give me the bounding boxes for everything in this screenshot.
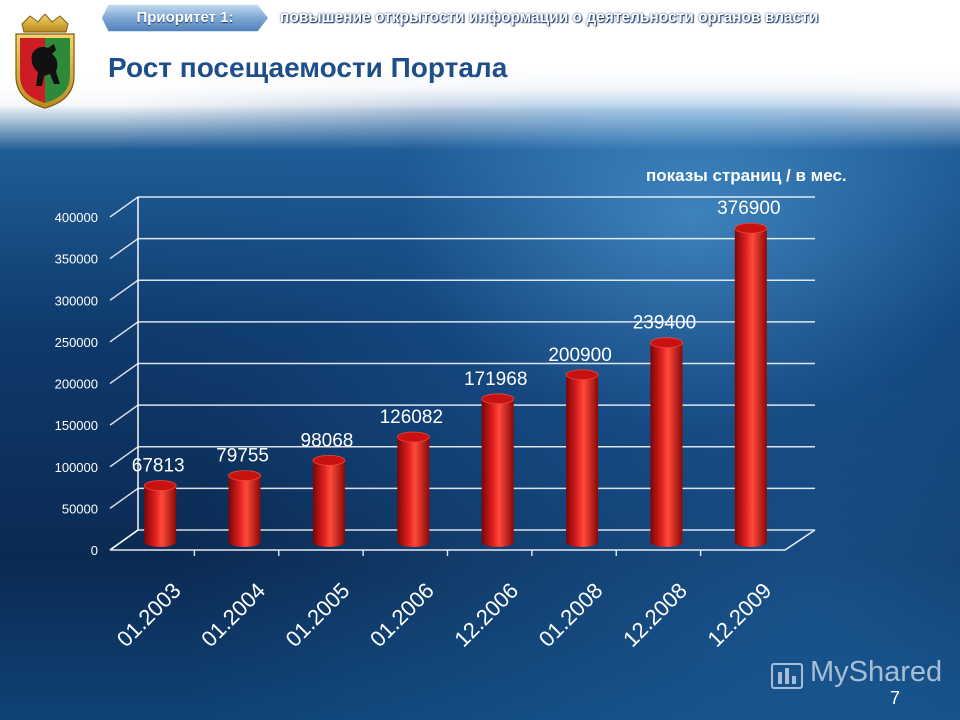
coat-of-arms-icon (15, 14, 75, 109)
data-label: 98068 (301, 430, 354, 451)
bar (143, 480, 177, 547)
bar (565, 369, 599, 547)
data-label: 376900 (717, 198, 780, 219)
x-tick-label: 01.2006 (365, 578, 439, 652)
x-tick-label: 01.2008 (534, 578, 608, 652)
data-label: 171968 (464, 369, 527, 390)
chart-grid (109, 196, 816, 556)
gridline (109, 362, 815, 385)
x-tick-label: 12.2009 (702, 578, 776, 652)
page-title: Рост посещаемости Портала (108, 52, 508, 83)
bar (396, 431, 430, 547)
bar (734, 222, 768, 547)
priority-text: повышение открытости информации о деятел… (280, 9, 819, 26)
x-tick-label: 01.2004 (196, 578, 270, 652)
y-axis-ticks: 0 50000 100000 150000 200000 250000 300000 3500… (55, 210, 98, 558)
chart-floor (109, 197, 816, 551)
gridline (109, 529, 815, 551)
bar (312, 454, 346, 547)
y-tick-label: 400000 (55, 210, 98, 225)
y-tick-label: 300000 (55, 293, 98, 308)
y-tick-label: 250000 (55, 335, 98, 350)
y-tick-label: 150000 (55, 418, 98, 433)
data-label: 126082 (380, 407, 443, 428)
priority-tag-shape (100, 3, 270, 33)
gridline (109, 404, 815, 426)
myshared-logo-icon (771, 663, 803, 689)
gridline (109, 237, 815, 260)
data-label: 200900 (548, 345, 611, 366)
bar (650, 337, 683, 547)
gridline (109, 196, 815, 218)
gridline (109, 321, 815, 343)
gridline (109, 487, 815, 509)
page-number: 7 (890, 688, 901, 708)
x-tick-label: 12.2008 (618, 578, 692, 652)
chart-note: показы страниц / в мес. (646, 166, 847, 185)
x-tick-label: 01.2003 (112, 578, 186, 652)
chart-bars (143, 222, 768, 547)
x-axis-ticks: 01.2003 01.2004 01.2005 01.2006 12.2006 01.20… (112, 578, 777, 652)
y-tick-label: 350000 (55, 252, 98, 267)
gridline (109, 279, 815, 301)
x-tick-label: 01.2005 (281, 578, 355, 652)
data-label: 67813 (132, 456, 185, 477)
priority-label: Приоритет 1: (136, 9, 234, 26)
data-labels: 67813 79755 98068 126082 171968 200900 239400 3… (132, 198, 781, 476)
y-tick-label: 0 (91, 543, 98, 558)
y-tick-label: 100000 (55, 460, 98, 475)
data-label: 239400 (633, 313, 696, 334)
bar (481, 393, 515, 547)
y-tick-label: 50000 (62, 501, 98, 516)
y-tick-label: 200000 (55, 377, 98, 392)
myshared-logo-text: MyShared (810, 656, 943, 688)
bar (228, 470, 261, 547)
data-label: 79755 (216, 446, 269, 467)
x-tick-label: 12.2006 (449, 578, 523, 652)
